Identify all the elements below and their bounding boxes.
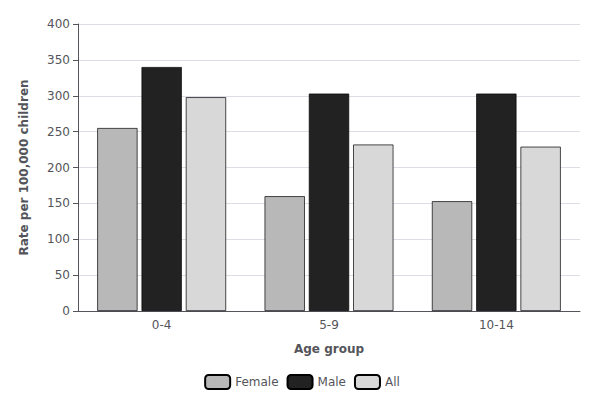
svg-text:400: 400 [47,17,70,31]
svg-text:Female: Female [235,375,278,389]
svg-text:5-9: 5-9 [319,318,339,332]
svg-text:0: 0 [62,304,70,318]
svg-text:0-4: 0-4 [152,318,172,332]
svg-text:250: 250 [47,125,70,139]
svg-text:350: 350 [47,53,70,67]
svg-text:50: 50 [55,268,70,282]
svg-text:Rate per 100,000 children: Rate per 100,000 children [17,79,31,255]
svg-text:All: All [385,375,400,389]
svg-text:300: 300 [47,89,70,103]
svg-text:200: 200 [47,161,70,175]
svg-text:Age group: Age group [294,342,364,356]
svg-text:100: 100 [47,232,70,246]
svg-text:10-14: 10-14 [479,318,514,332]
svg-text:Male: Male [318,375,346,389]
svg-text:150: 150 [47,196,70,210]
